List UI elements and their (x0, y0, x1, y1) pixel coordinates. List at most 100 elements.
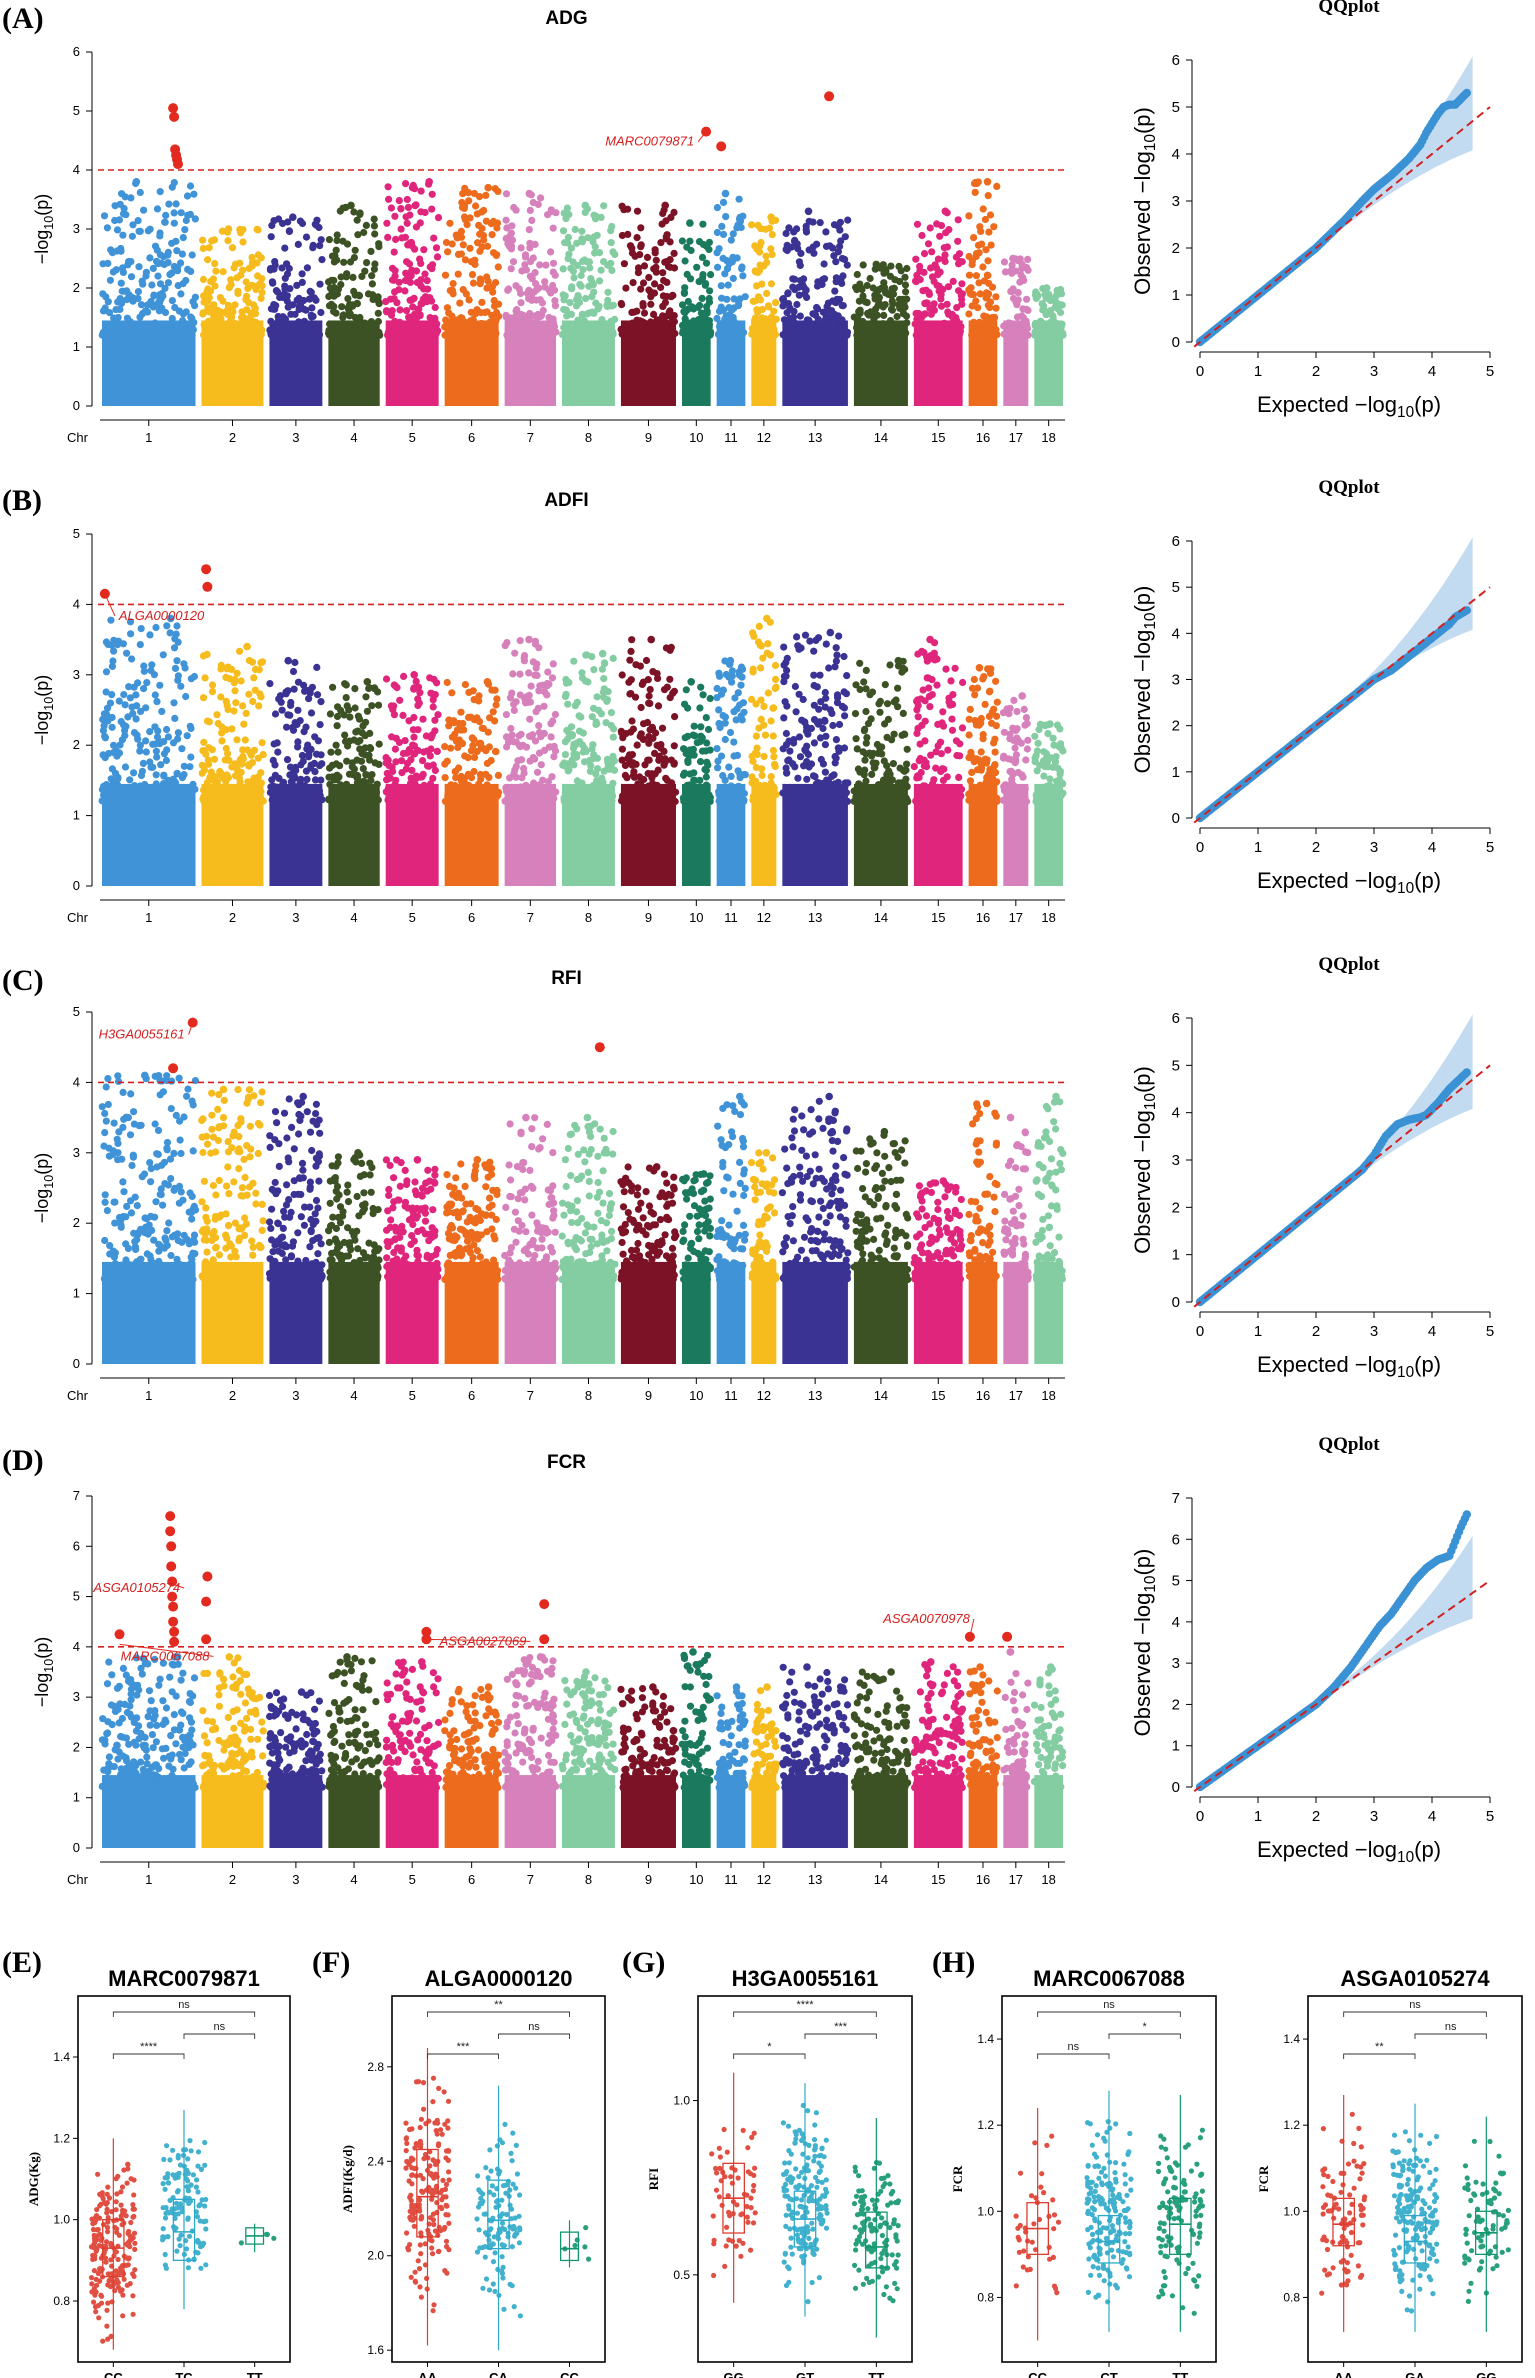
snp-point (641, 761, 649, 769)
snp-point (414, 305, 422, 313)
snp-point (508, 222, 516, 230)
snp-point (975, 279, 983, 287)
snp-point (801, 631, 810, 639)
snp-point (298, 278, 306, 286)
snp-point (459, 789, 467, 797)
snp-point (456, 299, 464, 307)
snp-point (691, 776, 699, 785)
snp-point (795, 291, 803, 299)
snp-point (286, 330, 294, 338)
snp-point (600, 693, 608, 701)
snp-point (382, 788, 390, 796)
snp-point (510, 700, 518, 708)
snp-point (414, 695, 422, 703)
snp-point (943, 329, 951, 337)
chromosome-14-points (850, 656, 912, 886)
snp-point (547, 248, 555, 256)
snp-point (410, 185, 419, 193)
snp-point (609, 328, 617, 336)
snp-point (328, 252, 337, 260)
snp-point (549, 259, 558, 267)
snp-point (974, 241, 983, 249)
snp-point (285, 227, 293, 236)
snp-point (489, 708, 497, 716)
snp-point (157, 738, 165, 746)
snp-point (899, 309, 908, 317)
snp-point (914, 331, 923, 339)
snp-point (932, 764, 940, 772)
snp-point (403, 195, 411, 204)
snp-point (129, 221, 137, 229)
snp-point (396, 306, 404, 314)
snp-point (396, 796, 404, 805)
snp-point (528, 216, 536, 224)
snp-point (829, 297, 837, 305)
snp-point (423, 762, 432, 770)
snp-point (903, 264, 911, 273)
snp-point (184, 329, 193, 337)
snp-point (670, 249, 678, 257)
snp-point (785, 224, 793, 232)
snp-point (986, 776, 994, 785)
snp-point (332, 246, 340, 254)
snp-point (318, 760, 326, 768)
snp-point (138, 767, 146, 775)
snp-point (523, 289, 532, 297)
snp-point (332, 741, 340, 749)
snp-point (781, 698, 789, 706)
snp-point (526, 206, 534, 214)
snp-point (756, 261, 764, 269)
snp-point (243, 292, 251, 300)
snp-point (713, 249, 721, 257)
snp-point (349, 790, 357, 798)
snp-point (874, 287, 882, 295)
snp-point (449, 290, 457, 298)
snp-point (517, 756, 526, 764)
snp-point (485, 330, 493, 339)
snp-point (189, 780, 197, 789)
snp-point (173, 247, 181, 255)
snp-point (450, 797, 458, 805)
snp-point (168, 269, 176, 277)
snp-point (812, 780, 820, 788)
snp-point (182, 276, 190, 285)
snp-point (121, 193, 129, 201)
chromosome-15-points (911, 207, 967, 406)
snp-point (928, 248, 936, 256)
snp-point (770, 704, 778, 712)
snp-point (578, 669, 586, 677)
snp-point (271, 710, 280, 718)
snp-point (944, 746, 952, 754)
snp-point (173, 787, 181, 795)
snp-point (516, 743, 524, 751)
snp-point (203, 779, 211, 787)
snp-point (552, 328, 560, 336)
snp-point (515, 732, 523, 740)
snp-point (690, 305, 698, 313)
snp-point (633, 330, 641, 339)
snp-point (228, 306, 236, 314)
snp-point (624, 230, 632, 238)
snp-point (933, 681, 941, 689)
snp-point (760, 721, 768, 729)
snp-point (588, 293, 596, 301)
snp-point (748, 330, 756, 338)
snp-point (172, 630, 180, 638)
snp-point (661, 324, 669, 332)
snp-point (949, 691, 957, 699)
snp-point (832, 644, 840, 652)
snp-point (509, 670, 517, 678)
snp-point (410, 742, 418, 750)
snp-point (247, 309, 255, 317)
snp-point (396, 696, 404, 704)
snp-point (293, 281, 301, 289)
snp-point (388, 763, 396, 771)
snp-point (577, 282, 585, 290)
snp-point (758, 305, 766, 314)
snp-point (470, 753, 479, 762)
snp-point (913, 729, 921, 738)
snp-point (294, 678, 303, 686)
snp-point (828, 797, 836, 805)
snp-point (492, 279, 500, 287)
snp-point (128, 655, 136, 663)
